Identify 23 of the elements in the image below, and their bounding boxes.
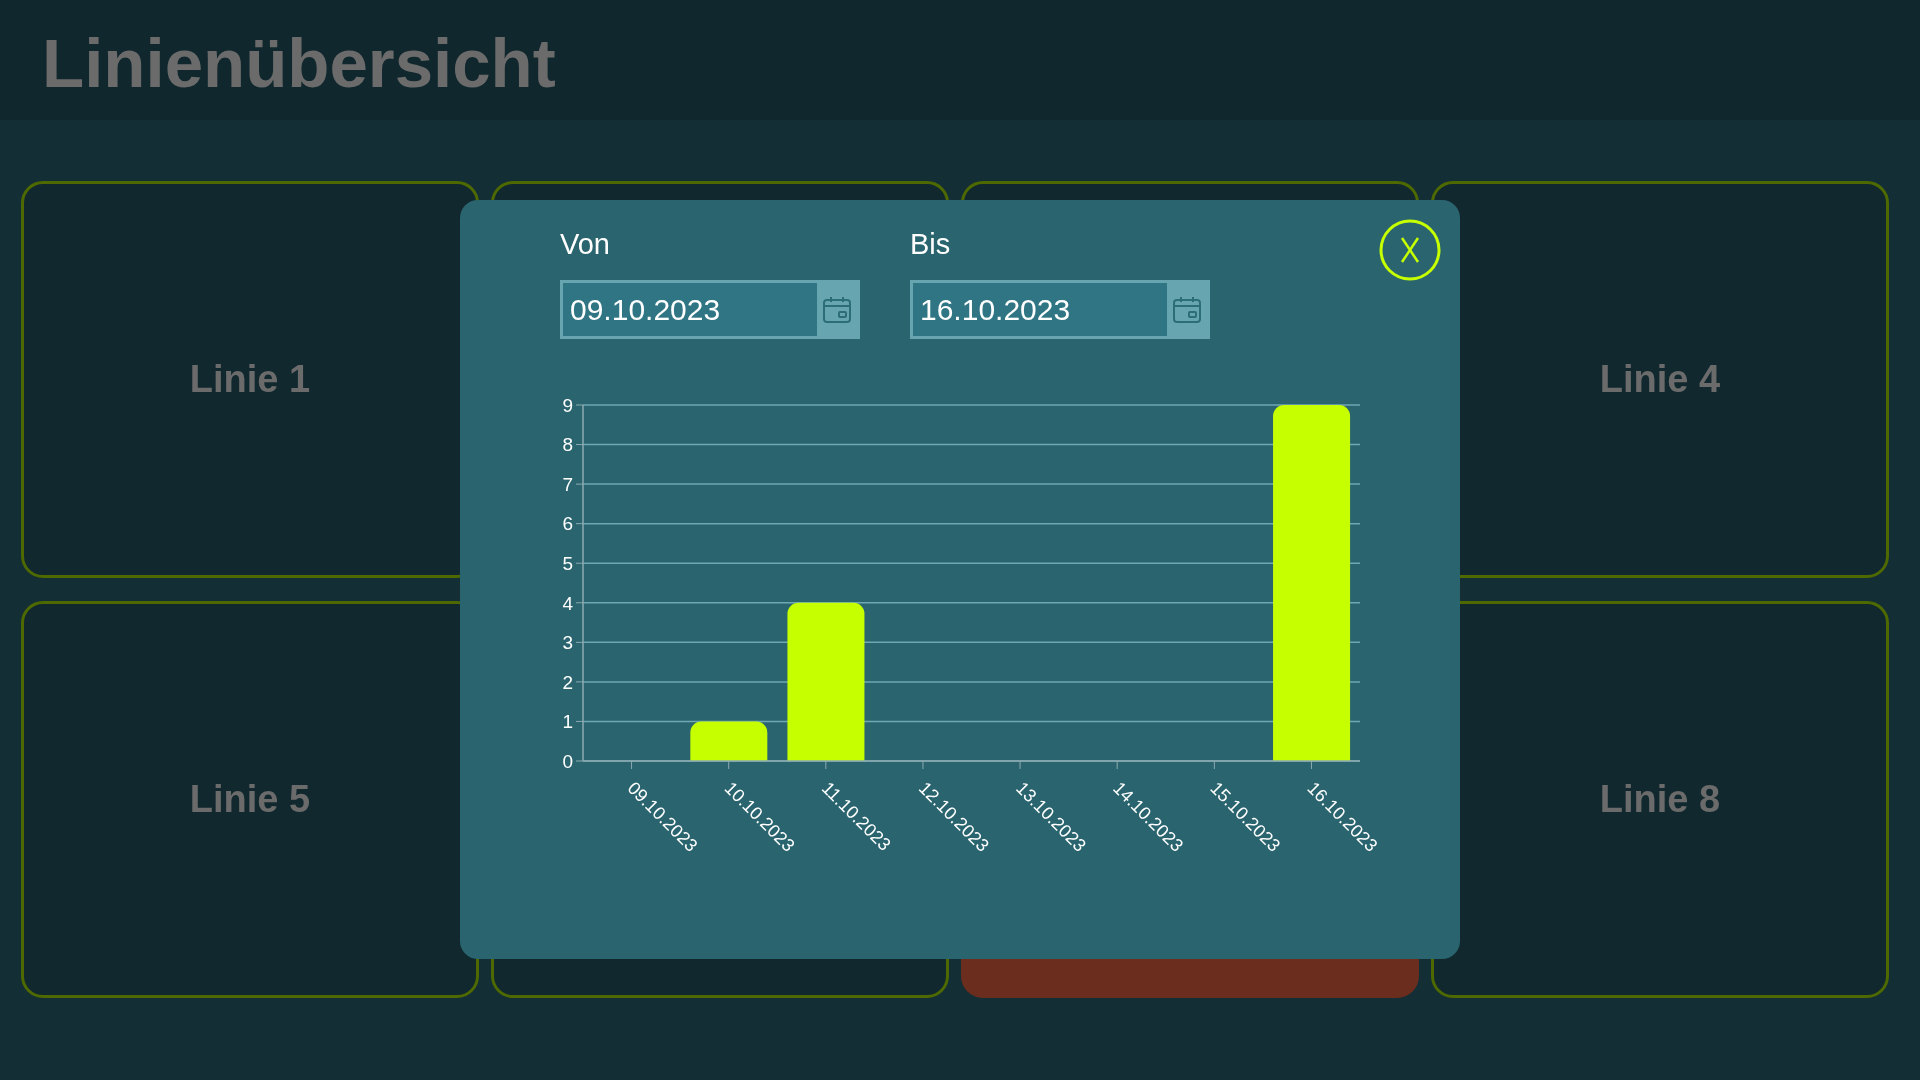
text: Von [560,227,610,262]
y-tick-label: 8 [562,434,573,456]
header: Linienübersicht [0,0,1920,120]
text: Bis [910,227,951,262]
y-tick-label: 2 [562,671,573,693]
y-tick-label: 3 [562,632,573,654]
bar [690,721,768,761]
y-tick-label: 4 [562,592,574,614]
card: Linie 5 [21,601,479,998]
card: Linie 4 [1431,181,1889,578]
y-tick-label: 5 [562,552,573,574]
y-tick-label: 1 [562,711,573,733]
y-tick-label: 0 [562,750,573,772]
y-tick-label: 6 [562,513,573,535]
chart-title: Linienübersicht [42,25,556,103]
card: Linie 8 [1431,601,1889,998]
bar [787,602,865,761]
y-tick-label: 7 [562,473,573,495]
card: Linie 1 [21,181,479,578]
bar [1273,405,1351,761]
date-field: 16.10.2023 [910,280,1210,339]
y-tick-label: 9 [562,394,573,416]
date-field: 09.10.2023 [560,280,860,339]
